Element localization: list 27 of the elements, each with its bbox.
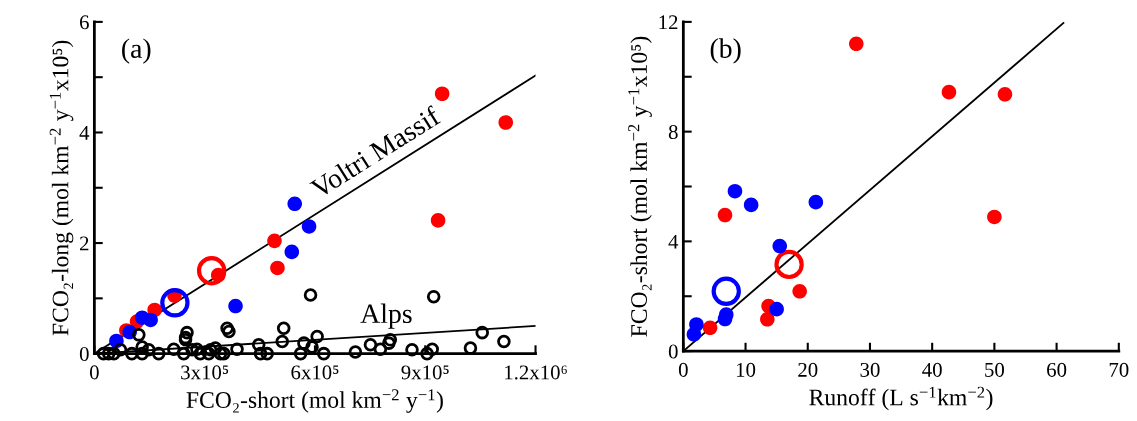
x-tick-label: 6x10⁵ — [291, 365, 339, 380]
x-tick-label: 60 — [1047, 362, 1067, 377]
x-tick-label: 40 — [922, 362, 942, 377]
y-tick-label: 4 — [668, 234, 679, 249]
y-tick-label: 2 — [80, 236, 89, 251]
x-tick-label: 3x10⁵ — [181, 365, 229, 380]
x-tick-label: 1.2x10⁶ — [505, 365, 567, 380]
text: (b) — [710, 38, 741, 64]
x-axis-title: Runoff (L s$^{−1}$km$^{−2}$) — [809, 386, 993, 411]
y-axis-title: FCO₂-long (mol km$^{−2}$ y$^{−1}$x10⁵) — [49, 40, 74, 336]
y-tick-label: 0 — [79, 347, 89, 362]
x-tick-label: 20 — [798, 362, 818, 377]
x-tick-label: 30 — [860, 362, 880, 377]
y-axis-title: FCO₂-short (mol km$^{−2}$ y$^{−1}$x10⁵) — [628, 36, 652, 337]
x-tick-label: 50 — [985, 362, 1005, 377]
y-tick-label: 0 — [668, 344, 678, 359]
y-tick-label: 12 — [659, 15, 678, 30]
y-tick-label: 8 — [668, 125, 678, 140]
x-tick-label: 70 — [1109, 362, 1129, 377]
text: (a) — [122, 38, 151, 64]
x-tick-label: 0 — [678, 362, 688, 377]
y-tick-label: 4 — [79, 125, 90, 140]
x-tick-label: 9x10⁵ — [401, 365, 449, 380]
x-axis-title: FCO₂-short (mol km$^{−2}$ y$^{−1}$) — [186, 389, 443, 413]
x-tick-label: 10 — [736, 362, 756, 377]
y-tick-label: 6 — [79, 15, 89, 30]
annotation: Alps — [360, 303, 412, 329]
